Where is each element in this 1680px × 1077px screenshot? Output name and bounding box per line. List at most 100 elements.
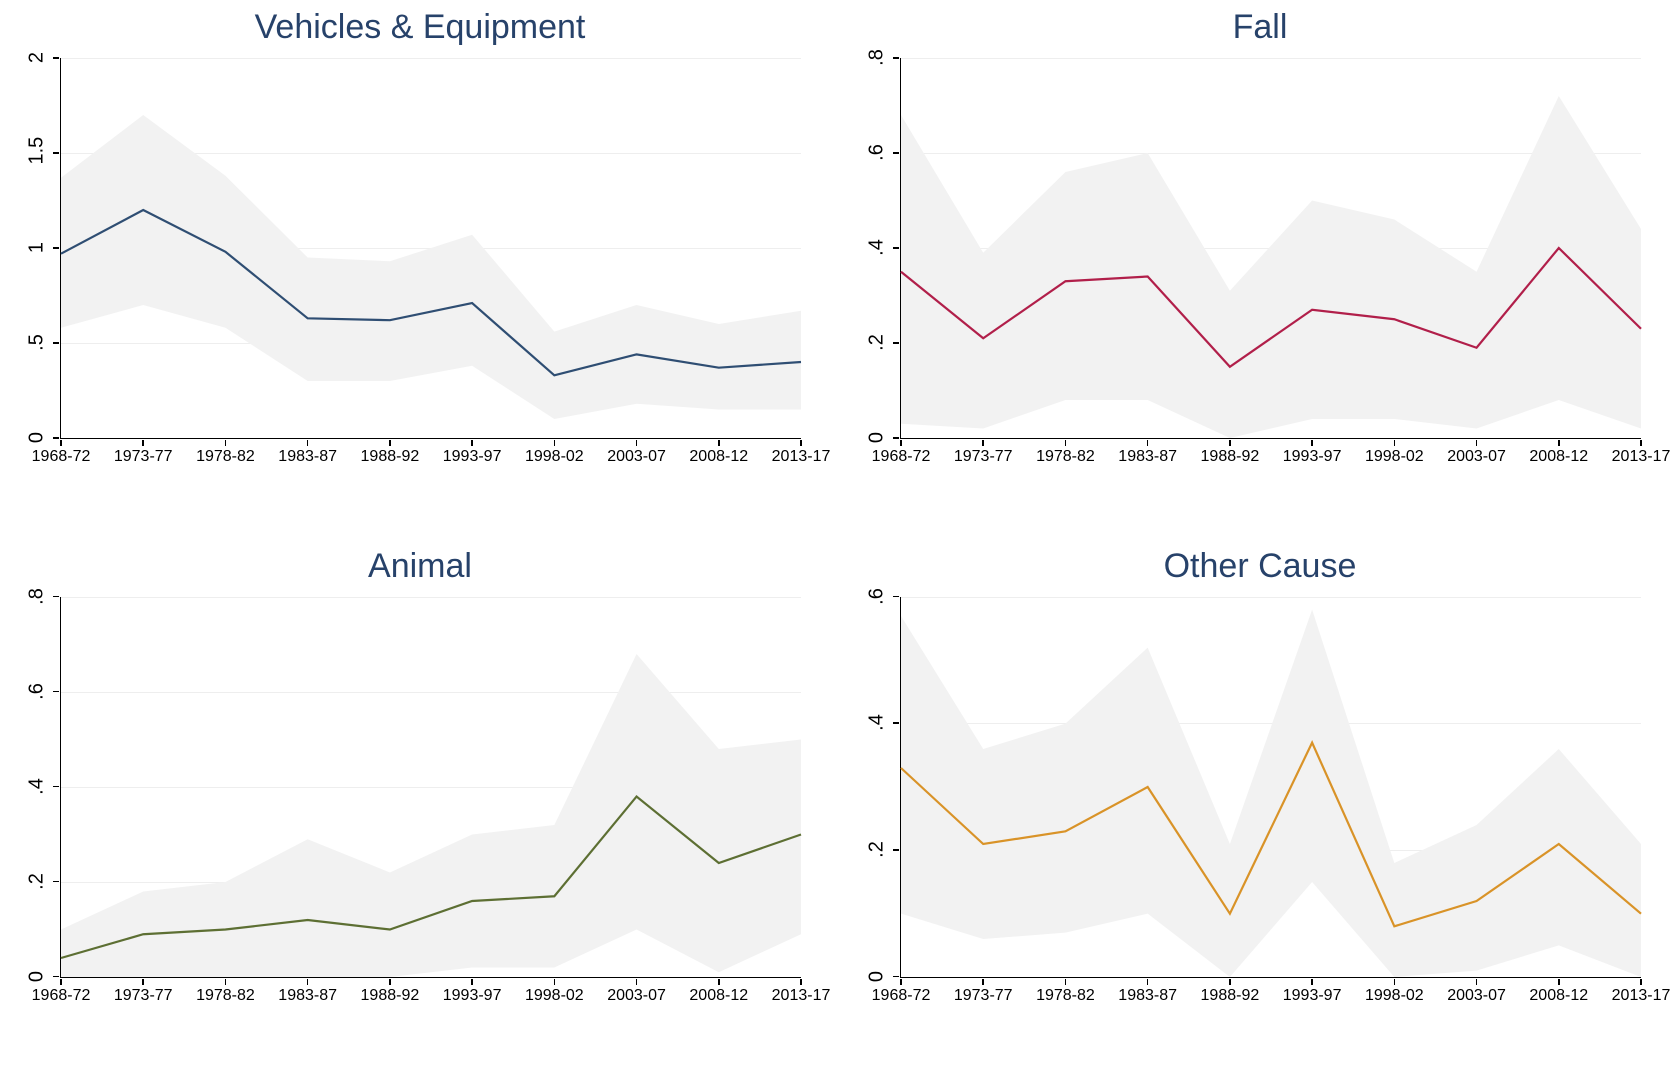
ytick-label: 0 xyxy=(866,964,889,988)
plot-area: 0.2.4.6.81968-721973-771978-821983-87198… xyxy=(900,58,1641,439)
chart-svg xyxy=(61,597,801,977)
xtick-label: 2003-07 xyxy=(1437,448,1517,466)
panel-title: Animal xyxy=(0,547,840,586)
ytick xyxy=(893,247,899,249)
panel-title: Fall xyxy=(840,8,1680,47)
ytick xyxy=(893,342,899,344)
ytick xyxy=(53,691,59,693)
xtick-label: 1973-77 xyxy=(943,448,1023,466)
xtick xyxy=(718,440,720,446)
xtick xyxy=(900,440,902,446)
xtick-label: 1998-02 xyxy=(514,448,594,466)
ytick xyxy=(893,596,899,598)
xtick xyxy=(1640,979,1642,985)
ytick-label: .2 xyxy=(26,869,49,893)
ytick xyxy=(893,976,899,978)
xtick-label: 2003-07 xyxy=(597,987,677,1005)
xtick-label: 1993-97 xyxy=(432,448,512,466)
xtick-label: 1993-97 xyxy=(432,987,512,1005)
xtick xyxy=(800,440,802,446)
xtick xyxy=(1476,979,1478,985)
xtick xyxy=(1394,979,1396,985)
ytick xyxy=(893,152,899,154)
xtick xyxy=(1558,979,1560,985)
ytick-label: .6 xyxy=(866,584,889,608)
xtick-label: 1968-72 xyxy=(21,987,101,1005)
ytick-label: 1.5 xyxy=(26,141,49,165)
xtick xyxy=(982,979,984,985)
xtick xyxy=(1229,979,1231,985)
xtick xyxy=(982,440,984,446)
panel-other: Other Cause 0.2.4.61968-721973-771978-821… xyxy=(840,539,1680,1077)
panel-title: Other Cause xyxy=(840,547,1680,586)
ytick xyxy=(53,342,59,344)
ytick xyxy=(53,786,59,788)
ytick xyxy=(53,596,59,598)
xtick-label: 2003-07 xyxy=(1437,987,1517,1005)
xtick xyxy=(1394,440,1396,446)
xtick xyxy=(142,440,144,446)
xtick xyxy=(718,979,720,985)
xtick-label: 1998-02 xyxy=(1354,987,1434,1005)
xtick-label: 2008-12 xyxy=(679,987,759,1005)
xtick-label: 2013-17 xyxy=(1601,448,1680,466)
ytick xyxy=(53,247,59,249)
ytick-label: .5 xyxy=(26,331,49,355)
xtick-label: 1968-72 xyxy=(21,448,101,466)
ytick-label: .8 xyxy=(26,584,49,608)
xtick xyxy=(1065,979,1067,985)
xtick-label: 1983-87 xyxy=(1108,987,1188,1005)
xtick-label: 1968-72 xyxy=(861,448,941,466)
xtick xyxy=(142,979,144,985)
xtick-label: 1998-02 xyxy=(1354,448,1434,466)
xtick-label: 1998-02 xyxy=(514,987,594,1005)
xtick-label: 2013-17 xyxy=(761,987,841,1005)
ytick-label: 0 xyxy=(26,426,49,450)
xtick xyxy=(1640,440,1642,446)
xtick xyxy=(554,979,556,985)
xtick xyxy=(636,979,638,985)
chart-svg xyxy=(901,597,1641,977)
xtick-label: 1983-87 xyxy=(268,987,348,1005)
xtick-label: 1988-92 xyxy=(1190,448,1270,466)
xtick xyxy=(389,979,391,985)
ytick xyxy=(893,437,899,439)
ytick-label: .4 xyxy=(26,774,49,798)
xtick-label: 1983-87 xyxy=(268,448,348,466)
xtick xyxy=(1065,440,1067,446)
xtick xyxy=(1311,979,1313,985)
xtick-label: 1978-82 xyxy=(1025,448,1105,466)
xtick-label: 1983-87 xyxy=(1108,448,1188,466)
panel-fall: Fall 0.2.4.6.81968-721973-771978-821983-8… xyxy=(840,0,1680,539)
panel-vehicles: Vehicles & Equipment0.511.521968-721973-… xyxy=(0,0,840,539)
ytick xyxy=(893,57,899,59)
xtick xyxy=(389,440,391,446)
ytick-label: .2 xyxy=(866,331,889,355)
ci-band xyxy=(901,609,1641,976)
xtick-label: 1988-92 xyxy=(350,987,430,1005)
xtick xyxy=(225,440,227,446)
ytick xyxy=(893,722,899,724)
xtick-label: 1973-77 xyxy=(943,987,1023,1005)
xtick-label: 1988-92 xyxy=(1190,987,1270,1005)
panel-grid: Vehicles & Equipment0.511.521968-721973-… xyxy=(0,0,1680,1077)
xtick xyxy=(60,440,62,446)
ytick-label: .4 xyxy=(866,711,889,735)
xtick-label: 1978-82 xyxy=(1025,987,1105,1005)
ytick-label: 1 xyxy=(26,236,49,260)
xtick-label: 1993-97 xyxy=(1272,448,1352,466)
xtick xyxy=(307,979,309,985)
xtick xyxy=(1147,979,1149,985)
ci-band xyxy=(61,654,801,977)
panel-title: Vehicles & Equipment xyxy=(0,8,840,47)
xtick-label: 2003-07 xyxy=(597,448,677,466)
ci-band xyxy=(901,96,1641,438)
chart-svg xyxy=(901,58,1641,438)
ytick-label: 0 xyxy=(26,964,49,988)
xtick xyxy=(60,979,62,985)
plot-area: 0.2.4.61968-721973-771978-821983-871988-… xyxy=(900,597,1641,978)
ytick-label: 0 xyxy=(866,426,889,450)
xtick-label: 1973-77 xyxy=(103,448,183,466)
plot-area: 0.2.4.6.81968-721973-771978-821983-87198… xyxy=(60,597,801,978)
ytick xyxy=(53,976,59,978)
